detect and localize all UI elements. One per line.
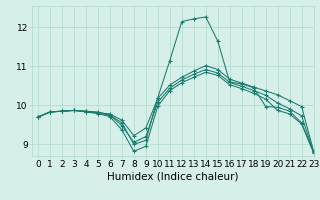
X-axis label: Humidex (Indice chaleur): Humidex (Indice chaleur) [107,172,238,182]
